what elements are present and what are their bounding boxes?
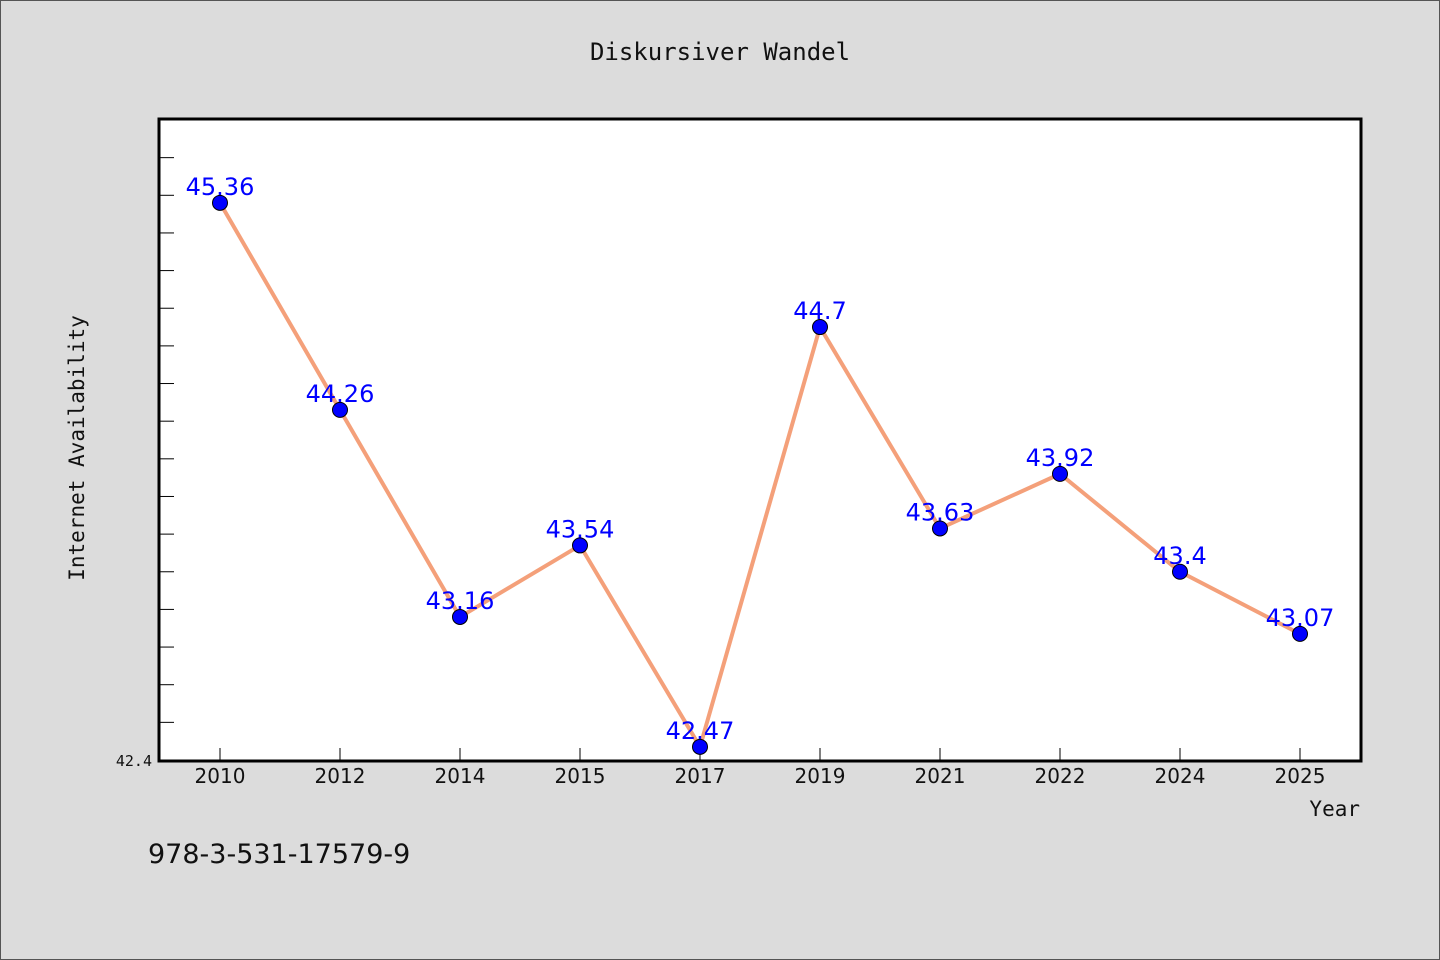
- data-label: 43.07: [1266, 604, 1335, 632]
- data-label: 44.26: [306, 380, 375, 408]
- plot-area: [157, 117, 1363, 763]
- data-point: [932, 520, 948, 537]
- data-point: [692, 738, 708, 755]
- footer-isbn: 978-3-531-17579-9: [148, 839, 410, 870]
- x-axis-ticks: 2010 2012 2014 2015 2017 2019 2021 2022 2024 2025: [195, 748, 1326, 788]
- x-tick-label: 2019: [795, 764, 846, 788]
- data-label: 43.16: [426, 587, 495, 615]
- data-label: 44.7: [793, 297, 846, 325]
- data-label: 43.63: [906, 498, 975, 526]
- x-tick-label: 2012: [315, 764, 366, 788]
- x-tick-label: 2022: [1035, 764, 1086, 788]
- data-label: 43.4: [1153, 542, 1206, 570]
- data-point: [212, 194, 228, 211]
- series-markers: [212, 194, 1308, 755]
- data-label: 42.47: [666, 717, 735, 745]
- data-point: [332, 401, 348, 418]
- x-tick-label: 2021: [915, 764, 966, 788]
- data-label: 45.36: [186, 173, 255, 201]
- data-label: 43.54: [546, 515, 615, 543]
- data-point: [1052, 465, 1068, 482]
- data-labels: 45.36 44.26 43.16 43.54 42.47 44.7 43.63 43.92 4…: [186, 173, 1335, 745]
- y-tick-label: 42.4: [116, 752, 152, 770]
- data-point: [1172, 563, 1188, 580]
- chart-title: Diskursiver Wandel: [590, 38, 850, 66]
- data-point: [1292, 625, 1308, 642]
- x-tick-label: 2014: [435, 764, 486, 788]
- data-point: [572, 537, 588, 554]
- data-label: 43.92: [1026, 444, 1095, 472]
- y-axis-ticks: [160, 157, 174, 761]
- x-tick-label: 2025: [1275, 764, 1326, 788]
- y-axis-label: Internet Availability: [65, 315, 89, 581]
- x-tick-label: 2024: [1155, 764, 1206, 788]
- data-point: [452, 608, 468, 625]
- x-tick-label: 2010: [195, 764, 246, 788]
- x-tick-label: 2017: [675, 764, 726, 788]
- series-line: [218, 201, 1301, 749]
- x-axis-label: Year: [1309, 797, 1360, 821]
- x-tick-label: 2015: [555, 764, 606, 788]
- data-point: [812, 319, 828, 336]
